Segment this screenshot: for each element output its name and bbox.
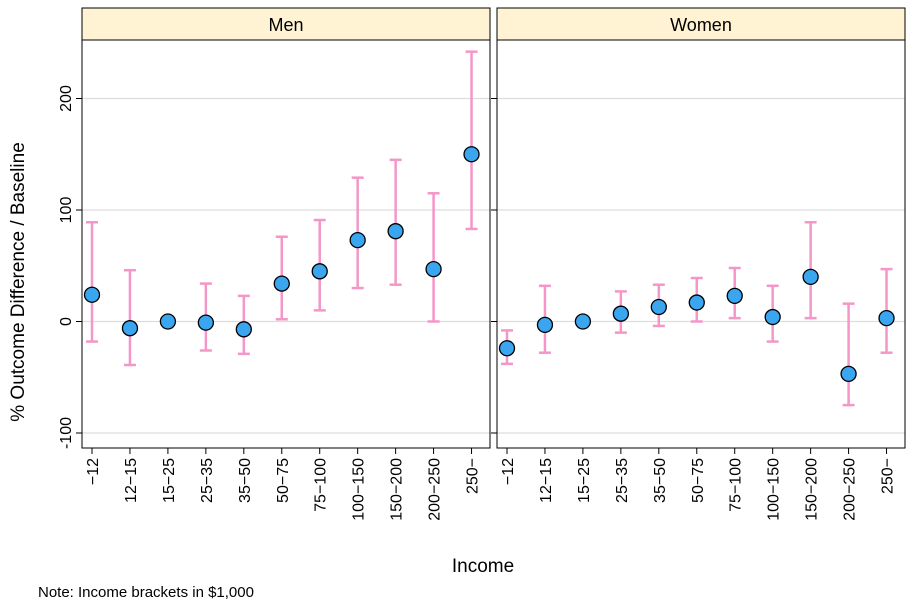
- data-point: [159, 313, 177, 330]
- x-axis-label: Income: [452, 556, 514, 577]
- panel-title: Men: [268, 15, 303, 35]
- x-tick-label: 12−15: [538, 458, 555, 503]
- y-tick-label: -100: [58, 417, 75, 449]
- data-point: [840, 365, 857, 383]
- data-point: [574, 313, 592, 330]
- x-tick-label: 15−25: [161, 458, 178, 503]
- panel-strip: [496, 7, 906, 41]
- y-tick-label: 100: [58, 197, 75, 224]
- x-tick-label: 35−50: [652, 458, 669, 503]
- x-tick-label: 50−75: [275, 458, 292, 503]
- x-tick-label: 100−150: [766, 458, 783, 521]
- x-tick-label: 12−15: [123, 458, 140, 503]
- x-tick-label: 150−200: [804, 458, 821, 521]
- x-tick-label: 35−50: [237, 458, 254, 503]
- data-point: [425, 260, 442, 278]
- y-tick-label: 200: [58, 85, 75, 112]
- data-point: [536, 316, 554, 333]
- x-tick-label: 250−: [880, 458, 897, 494]
- x-tick-label: 200−250: [427, 458, 444, 521]
- data-point: [197, 314, 215, 331]
- x-tick-label: 50−75: [690, 458, 707, 503]
- data-point: [612, 305, 630, 322]
- plot-frame: [81, 39, 491, 449]
- y-tick-label: 0: [58, 317, 75, 326]
- data-point: [121, 320, 139, 337]
- data-point: [726, 287, 743, 305]
- x-tick-label: −12: [500, 458, 517, 485]
- x-tick-label: 100−150: [351, 458, 368, 521]
- panel-title: Women: [670, 15, 732, 35]
- data-point: [688, 294, 705, 311]
- data-point: [650, 298, 667, 316]
- data-point: [235, 321, 252, 338]
- data-point: [498, 340, 516, 357]
- x-tick-label: 150−200: [389, 458, 406, 521]
- data-point: [349, 231, 366, 249]
- data-point: [878, 310, 895, 327]
- x-tick-label: 250−: [465, 458, 482, 494]
- data-point: [311, 263, 328, 280]
- x-tick-label: 15−25: [576, 458, 593, 503]
- x-tick-label: 200−250: [842, 458, 859, 521]
- panel-strip: [81, 7, 491, 41]
- y-axis-label: % Outcome Difference / Baseline: [8, 142, 29, 422]
- plot-frame: [496, 39, 906, 449]
- x-tick-label: 75−100: [728, 458, 745, 512]
- data-point: [463, 146, 480, 163]
- data-point: [387, 223, 404, 240]
- x-tick-label: 25−35: [199, 458, 216, 503]
- data-point: [802, 268, 819, 286]
- x-tick-label: −12: [85, 458, 102, 485]
- x-tick-label: 25−35: [614, 458, 631, 503]
- data-point: [764, 308, 781, 326]
- chart-note: Note: Income brackets in $1,000: [38, 584, 254, 601]
- data-point: [83, 286, 101, 303]
- x-tick-label: 75−100: [313, 458, 330, 512]
- data-point: [273, 275, 290, 292]
